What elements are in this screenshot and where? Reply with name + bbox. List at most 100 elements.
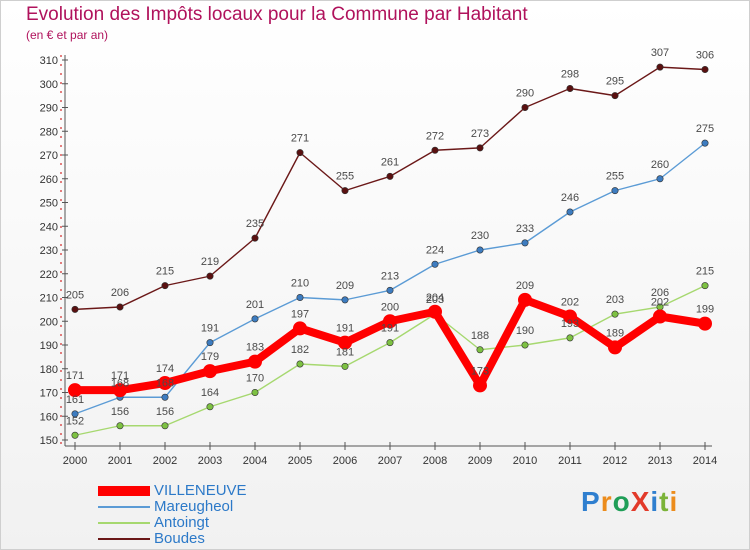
data-label: 233	[516, 223, 534, 235]
data-point	[611, 310, 619, 318]
data-label: 209	[336, 280, 354, 292]
data-label: 181	[336, 346, 354, 358]
data-point	[113, 383, 127, 398]
data-label: 271	[291, 133, 309, 145]
data-point	[206, 403, 214, 411]
data-label: 272	[426, 130, 444, 142]
chart-title: Evolution des Impôts locaux pour la Comm…	[26, 4, 528, 25]
data-label: 203	[606, 294, 624, 306]
data-label: 188	[471, 330, 489, 342]
x-tick-label: 2007	[378, 455, 402, 467]
x-tick-label: 2002	[153, 455, 177, 467]
data-label: 306	[696, 50, 714, 62]
data-label: 275	[696, 123, 714, 135]
y-tick-label: 160	[40, 411, 58, 423]
x-tick-label: 2006	[333, 455, 357, 467]
data-label: 224	[426, 244, 444, 256]
data-point	[296, 360, 304, 368]
data-point	[386, 172, 394, 180]
y-tick-label: 270	[40, 150, 58, 162]
y-tick-label: 300	[40, 79, 58, 91]
data-point	[701, 139, 709, 147]
data-label: 210	[291, 278, 309, 290]
data-point	[611, 92, 619, 100]
data-label: 200	[381, 301, 399, 313]
data-label: 255	[606, 171, 624, 183]
data-point	[521, 239, 529, 247]
data-label: 189	[606, 327, 624, 339]
data-point	[251, 315, 259, 323]
data-label: 174	[156, 363, 174, 375]
y-tick-label: 210	[40, 293, 58, 305]
data-point	[476, 144, 484, 152]
data-point	[116, 303, 124, 311]
y-tick-label: 240	[40, 221, 58, 233]
data-point	[341, 362, 349, 370]
data-point	[701, 282, 709, 290]
data-label: 246	[561, 192, 579, 204]
data-point	[341, 187, 349, 195]
data-label: 235	[246, 218, 264, 230]
x-tick-label: 2013	[648, 455, 672, 467]
y-tick-label: 150	[40, 435, 58, 447]
data-label: 219	[201, 256, 219, 268]
legend-label: Boudes	[154, 530, 205, 547]
data-point	[701, 66, 709, 74]
data-point	[206, 339, 214, 347]
y-tick-label: 230	[40, 245, 58, 257]
y-tick-label: 260	[40, 174, 58, 186]
data-label: 213	[381, 270, 399, 282]
data-point	[566, 208, 574, 216]
data-label: 215	[156, 266, 174, 278]
data-label: 183	[246, 342, 264, 354]
data-label: 171	[111, 370, 129, 382]
x-tick-label: 2009	[468, 455, 492, 467]
data-label: 171	[66, 370, 84, 382]
legend-swatch	[98, 522, 150, 524]
data-label: 203	[426, 294, 444, 306]
data-label: 164	[201, 387, 219, 399]
data-point	[248, 354, 262, 369]
x-tick-label: 2005	[288, 455, 312, 467]
x-tick-label: 2001	[108, 455, 132, 467]
x-tick-label: 2011	[558, 455, 582, 467]
x-tick-label: 2000	[63, 455, 87, 467]
data-label: 173	[471, 365, 489, 377]
data-label: 199	[696, 304, 714, 316]
data-point	[341, 296, 349, 304]
data-label: 260	[651, 159, 669, 171]
x-tick-label: 2008	[423, 455, 447, 467]
data-label: 161	[66, 394, 84, 406]
data-label: 197	[291, 308, 309, 320]
data-label: 191	[381, 323, 399, 335]
data-label: 206	[651, 287, 669, 299]
data-point	[71, 305, 79, 313]
data-point	[431, 260, 439, 268]
data-point	[653, 309, 667, 324]
data-point	[698, 316, 712, 331]
legend-label: VILLENEUVE	[154, 482, 247, 499]
data-point	[386, 286, 394, 294]
data-point	[656, 175, 664, 183]
data-point	[206, 272, 214, 280]
data-label: 202	[561, 297, 579, 309]
data-point	[386, 339, 394, 347]
data-point	[296, 293, 304, 301]
y-tick-label: 290	[40, 103, 58, 115]
data-point	[563, 309, 577, 324]
y-tick-label: 170	[40, 388, 58, 400]
data-point	[611, 187, 619, 195]
data-label: 204	[426, 292, 444, 304]
data-point	[566, 334, 574, 342]
data-point	[383, 314, 397, 329]
data-point	[476, 246, 484, 254]
brand-logo: ProXiti	[581, 486, 679, 517]
data-point	[203, 364, 217, 379]
data-label: 156	[156, 406, 174, 418]
data-point	[566, 85, 574, 93]
data-point	[338, 335, 352, 350]
data-point	[656, 63, 664, 71]
data-point	[521, 341, 529, 349]
data-point	[473, 378, 487, 393]
data-label: 191	[201, 323, 219, 335]
